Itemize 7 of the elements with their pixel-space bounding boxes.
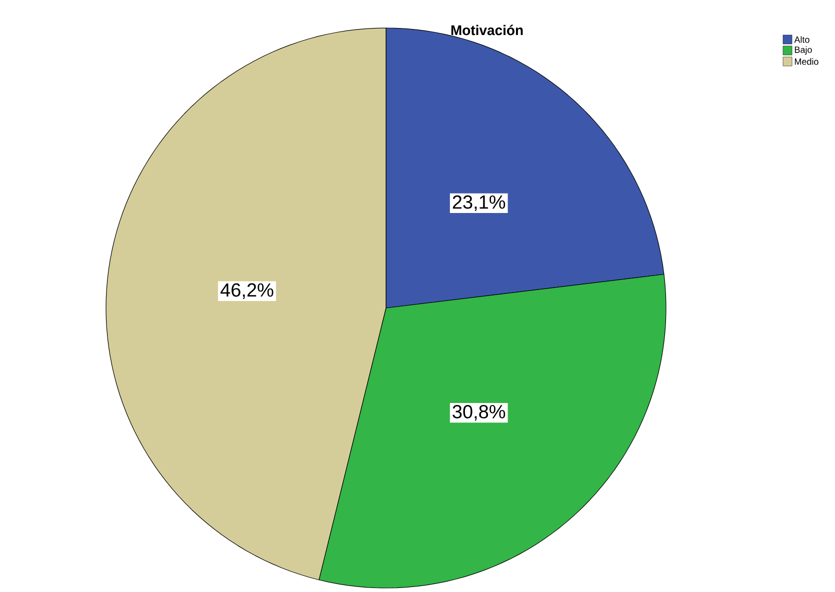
legend-label: Medio — [794, 58, 818, 65]
data-label: 46,2% — [220, 283, 274, 299]
legend-label: Alto — [794, 36, 810, 43]
data-label: 23,1% — [452, 195, 506, 212]
legend-label: Bajo — [794, 46, 812, 55]
chart-title: Motivación — [451, 24, 523, 36]
data-label: 30,8% — [452, 404, 506, 421]
